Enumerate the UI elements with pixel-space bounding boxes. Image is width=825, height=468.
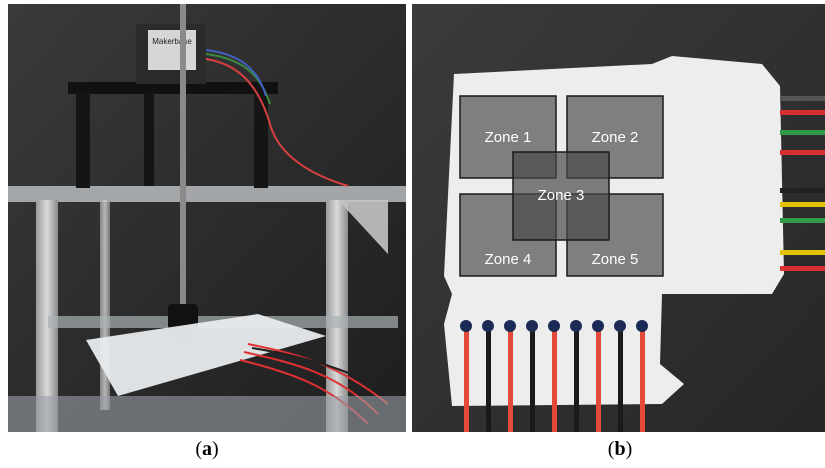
test-rig-illustration: Makerbase [8,4,406,432]
sensor-zones-illustration: Zone 1 Zone 2 Zone 4 Zone 5 Zone 3 [412,4,825,432]
photo-test-rig: Makerbase [8,4,406,432]
zone-1-label: Zone 1 [485,129,532,146]
caption-b: (b) [607,438,633,460]
caption-a: (a) [195,438,219,460]
lead-screw [180,4,186,304]
motor-label: Makerbase [152,37,192,46]
photo-sensor-zones: Zone 1 Zone 2 Zone 4 Zone 5 Zone 3 [412,4,825,432]
caption-a-letter: a [202,438,212,460]
sensor-sheet [86,314,326,396]
acrylic-top-plate [8,186,406,202]
motor-bracket [68,82,278,94]
zone-5-label: Zone 5 [592,251,639,268]
zone-3: Zone 3 [512,151,610,241]
sensor-wires-bottom [460,320,648,432]
zone-3-label: Zone 3 [538,187,585,204]
zone-2-label: Zone 2 [592,129,639,146]
frame-post-left [36,200,58,432]
zone-4-label: Zone 4 [485,251,532,268]
indenter-tip [168,304,198,330]
sensor-wires-right [780,96,825,271]
caption-b-letter: b [614,438,626,460]
